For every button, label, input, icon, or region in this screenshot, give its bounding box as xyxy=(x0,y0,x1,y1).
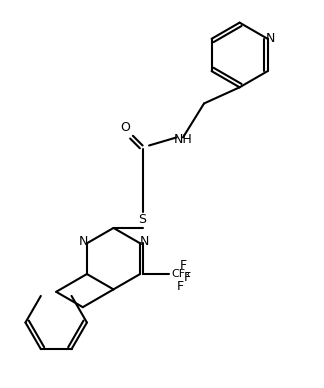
Text: S: S xyxy=(139,213,146,226)
Text: O: O xyxy=(120,121,130,134)
Text: F: F xyxy=(180,260,187,272)
Text: CF₃: CF₃ xyxy=(171,269,190,279)
Text: F: F xyxy=(177,281,184,293)
Text: N: N xyxy=(78,235,88,248)
Text: N: N xyxy=(139,235,149,248)
Text: N: N xyxy=(266,32,275,45)
Text: NH: NH xyxy=(174,133,192,146)
Text: F: F xyxy=(183,271,191,284)
